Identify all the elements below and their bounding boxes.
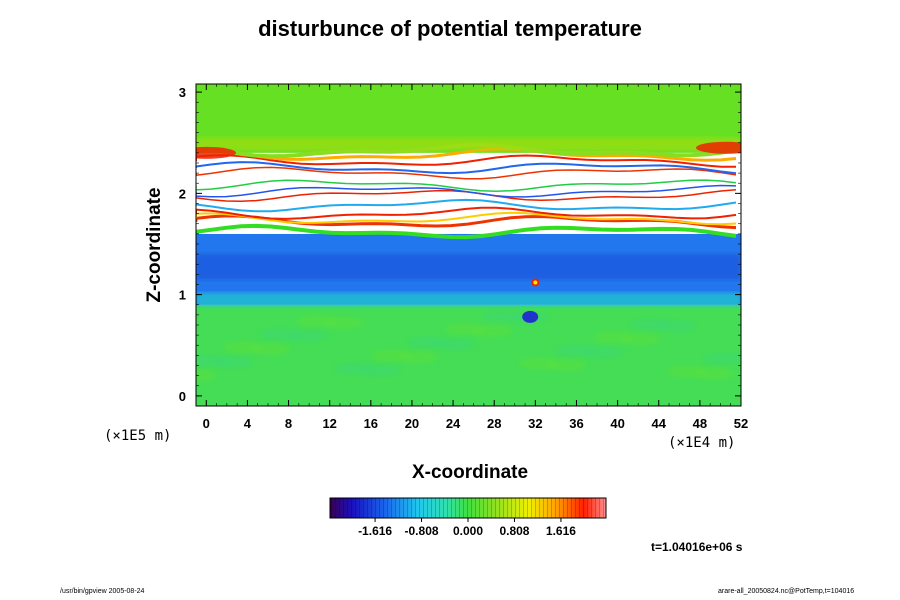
y-tick-label: 2	[179, 186, 186, 201]
field-texture	[297, 314, 337, 327]
field-texture	[196, 137, 741, 151]
y-tick-label: 0	[179, 389, 186, 404]
field-texture	[593, 331, 633, 344]
colorbar-tick-label: -1.616	[358, 524, 392, 538]
colorbar: -1.616 -0.808 0.000 0.808 1.616	[329, 497, 607, 538]
field-texture	[196, 254, 741, 280]
x-tick-label: 8	[285, 416, 292, 431]
field-texture	[533, 280, 538, 285]
colorbar-tick-label: 1.616	[546, 524, 576, 538]
front-line	[196, 161, 737, 175]
front-line	[196, 211, 737, 226]
field-texture	[196, 146, 236, 159]
chart-title: disturbunce of potential temperature	[258, 16, 642, 41]
colorbar-bins	[330, 498, 606, 518]
x-tick-label: 48	[693, 416, 707, 431]
y-tick-label: 3	[179, 85, 186, 100]
front-line	[196, 154, 737, 168]
x-tick-label: 36	[569, 416, 583, 431]
time-label: t=1.04016e+06 s	[651, 540, 743, 554]
field-texture	[223, 341, 263, 354]
field-texture	[519, 357, 559, 370]
field-texture	[260, 328, 300, 341]
x-tick-label: 32	[528, 416, 542, 431]
x-tick-label: 40	[610, 416, 624, 431]
x-axis-title: X-coordinate	[412, 462, 528, 483]
x-tick-label: 4	[244, 416, 252, 431]
x-tick-label: 20	[405, 416, 419, 431]
x-tick-label: 0	[203, 416, 210, 431]
front-line	[196, 223, 737, 240]
x-tick-label: 24	[446, 416, 461, 431]
colorbar-tick-labels: -1.616 -0.808 0.000 0.808 1.616	[358, 518, 576, 538]
front-line	[196, 179, 737, 193]
field-texture	[408, 336, 448, 349]
colorbar-tick-label: 0.000	[453, 524, 483, 538]
front-line	[196, 166, 737, 180]
x-tick-label: 16	[364, 416, 378, 431]
field-texture	[667, 365, 707, 378]
field-texture	[371, 349, 411, 362]
field-texture	[196, 369, 216, 382]
field-texture	[196, 354, 226, 367]
colorbar-tick-label: -0.808	[405, 524, 439, 538]
y-unit-label: (×1E5 m)	[104, 428, 171, 444]
field-texture	[196, 292, 741, 307]
colorbar-tick-label: 0.808	[499, 524, 529, 538]
y-tick-labels: 0 1 2 3	[179, 85, 186, 404]
x-tick-label: 28	[487, 416, 501, 431]
x-tick-label: 44	[652, 416, 667, 431]
field-texture	[334, 362, 374, 375]
x-tick-label: 12	[322, 416, 336, 431]
plot-frame	[195, 83, 742, 407]
y-axis-title: Z-coordinate	[144, 187, 165, 302]
x-tick-label: 52	[734, 416, 748, 431]
field-texture	[556, 344, 596, 357]
field-texture	[522, 310, 539, 323]
footer-source: arare-all_20050824.nc@PotTemp,t=104016	[718, 588, 855, 595]
field-texture	[630, 317, 670, 330]
field-texture	[704, 352, 741, 365]
x-tick-labels: 0 4 8 12 16 20 24 28 32 36 40 44 48 52	[203, 416, 749, 431]
axis-ticks	[196, 84, 742, 406]
footer-command: /usr/bin/gpview 2005-08-24	[60, 588, 145, 595]
field-texture	[445, 323, 485, 336]
front-line	[196, 184, 737, 198]
y-tick-label: 1	[179, 288, 186, 303]
field-texture	[696, 141, 741, 154]
front-line	[196, 198, 737, 213]
potential-temperature-field	[196, 84, 741, 406]
front-line	[196, 206, 737, 220]
field-texture	[482, 309, 522, 322]
x-unit-label: (×1E4 m)	[668, 435, 735, 451]
